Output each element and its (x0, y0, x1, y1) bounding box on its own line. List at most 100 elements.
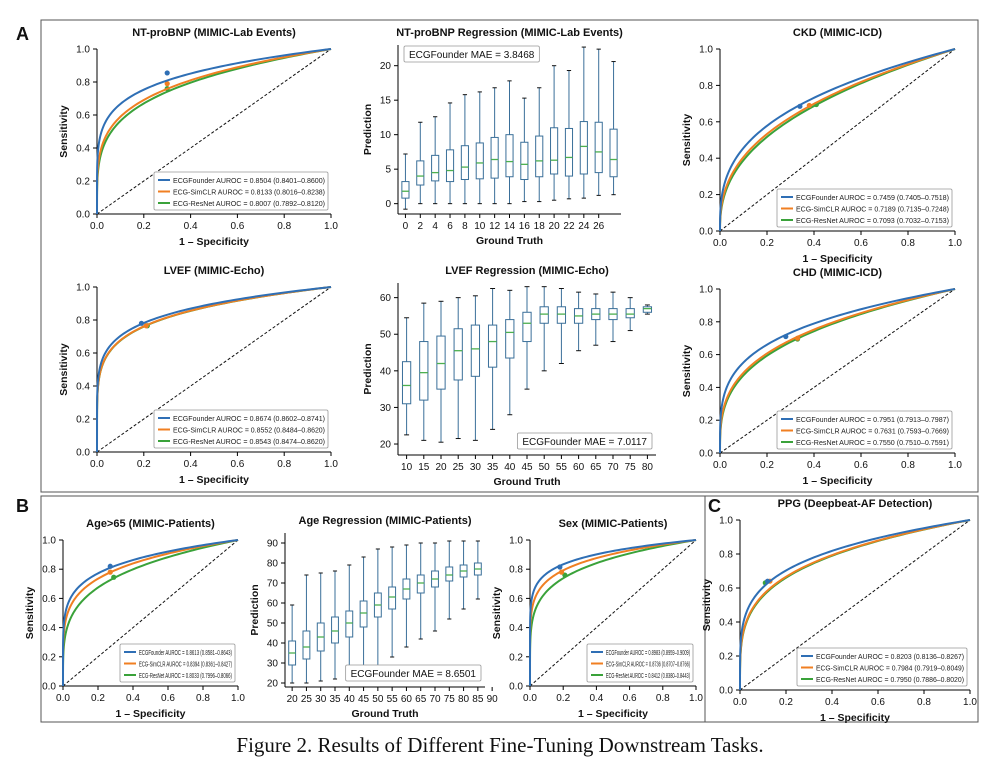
roc-panel-ntprobnp: NT-proBNP (MIMIC-Lab Events) 0.0 0.2 0.4 0.6… (58, 27, 338, 248)
y-tick-label: 0.0 (76, 448, 90, 459)
x-tick-label: 80 (642, 462, 654, 473)
x-tick-label: 0.2 (760, 460, 774, 471)
iqr-box (625, 308, 635, 319)
roc-curve-ecg-simclr (96, 48, 332, 215)
box-10 (431, 542, 439, 632)
y-tick-label: 15 (380, 96, 392, 107)
chance-diagonal (62, 539, 239, 687)
x-tick-label: 0.8 (277, 221, 291, 232)
x-tick-label: 50 (372, 694, 384, 705)
y-tick-label: 0 (385, 199, 391, 210)
iqr-box (419, 341, 429, 401)
iqr-box (609, 128, 618, 178)
x-tick-label: 65 (590, 462, 602, 473)
y-tick-label: 0.2 (719, 652, 733, 663)
y-tick-label: 60 (267, 599, 279, 610)
legend-box (796, 647, 968, 687)
box-8 (539, 286, 549, 372)
x-tick-label: 0.0 (90, 221, 104, 232)
legend-entry: ECG-SimCLR AUROC = 0.8133 (0.8016–0.8238… (173, 187, 325, 196)
y-tick-label: 60 (380, 293, 392, 304)
box-4 (460, 94, 469, 205)
legend: ECGFounder AUROC = 0.8504 (0.8401–0.8600… (153, 171, 329, 211)
roc-curve-ecgfounder (62, 539, 239, 687)
y-axis-label: Sensitivity (24, 587, 36, 640)
frame-a (40, 19, 979, 493)
box-7 (522, 286, 532, 390)
y-tick-label: 0.8 (76, 78, 90, 89)
x-tick-label: 0.8 (196, 693, 210, 704)
y-tick-label: 0.0 (509, 682, 523, 693)
iqr-box (431, 154, 440, 182)
x-tick-label: 26 (593, 221, 605, 232)
legend-box (586, 643, 694, 683)
y-tick-label: 1.0 (699, 45, 713, 56)
x-tick-label: 45 (358, 694, 370, 705)
x-tick-label: 0.4 (589, 693, 603, 704)
y-tick-label: 0.6 (509, 594, 523, 605)
legend-entry: ECGFounder AUROC = 0.8983 (0.8959–0.9009… (606, 648, 690, 657)
legend-box (776, 188, 953, 228)
x-tick-label: 6 (447, 221, 453, 232)
box-6 (373, 548, 382, 668)
legend-entry: ECG-SimCLR AUROC = 0.8552 (0.8484–0.8620… (173, 425, 325, 434)
x-tick-label: 70 (607, 462, 619, 473)
operating-point-ecg-simclr (806, 102, 812, 109)
legend-entry: ECGFounder AUROC = 0.8203 (0.8136–0.8267… (816, 652, 964, 661)
roc-curve-ecgfounder (96, 286, 332, 453)
operating-point-ecgfounder (164, 70, 170, 76)
x-tick-label: 45 (521, 462, 533, 473)
y-tick-label: 90 (267, 539, 279, 550)
x-tick-label: 60 (573, 462, 585, 473)
box-12 (608, 291, 618, 343)
roc-curve-ecg-simclr (719, 48, 956, 232)
x-tick-label: 0.4 (825, 697, 839, 708)
box-4 (345, 564, 354, 678)
operating-point-ecg-simclr (164, 81, 170, 87)
x-tick-label: 0.6 (854, 238, 868, 249)
x-tick-label: 85 (472, 694, 484, 705)
x-tick-label: 0.0 (733, 697, 747, 708)
iqr-box (490, 136, 499, 179)
legend-entry: ECGFounder AUROC = 0.8674 (0.8602–0.8741… (173, 414, 325, 423)
panel-label-b: B (16, 496, 29, 516)
legend-entry: ECG-ResNet AUROC = 0.7550 (0.7510–0.7591… (796, 438, 949, 447)
mae-annotation-box (403, 45, 540, 63)
x-tick-label: 20 (435, 462, 447, 473)
box-14 (642, 304, 653, 315)
roc-panel-ppg: PPG (Deepbeat-AF Detection) 0.0 0.2 0.4 0.6 0… (701, 498, 977, 724)
x-tick-label: 18 (534, 221, 546, 232)
mae-annotation-box (345, 664, 482, 682)
x-tick-label: 75 (625, 462, 637, 473)
y-tick-label: 0.6 (719, 584, 733, 595)
iqr-box (642, 306, 653, 313)
chance-diagonal (529, 539, 697, 687)
legend: ECGFounder AUROC = 0.8203 (0.8136–0.8267… (796, 647, 968, 687)
y-tick-label: 0.8 (719, 550, 733, 561)
y-axis-label: Sensitivity (701, 579, 713, 632)
iqr-box (539, 306, 549, 324)
legend-entry: ECG-SimCLR AUROC = 0.8394 (0.8361–0.8427… (139, 659, 232, 668)
chance-diagonal (719, 288, 956, 454)
x-tick-label: 1.0 (948, 460, 962, 471)
iqr-box (416, 574, 425, 594)
operating-point-ecg-resnet (111, 574, 117, 580)
x-tick-label: 0.0 (713, 460, 727, 471)
x-tick-label: 0.4 (184, 459, 198, 470)
y-tick-label: 0.0 (699, 449, 713, 460)
x-tick-label: 4 (432, 221, 438, 232)
chart-title: Age Regression (MIMIC-Patients) (299, 515, 472, 527)
box-2 (431, 116, 440, 205)
x-tick-label: 16 (519, 221, 531, 232)
legend-entry: ECG-SimCLR AUROC = 0.8736 (0.8707–0.8766… (606, 659, 690, 668)
x-tick-label: 0.8 (277, 459, 291, 470)
chart-title: NT-proBNP Regression (MIMIC-Lab Events) (396, 27, 623, 39)
box-panel-lvef-reg: LVEF Regression (MIMIC-Echo) 20 30 40 50 60 10… (362, 265, 656, 488)
x-tick-label: 0.6 (230, 221, 244, 232)
box-0 (401, 153, 410, 210)
y-tick-label: 0.0 (699, 227, 713, 238)
iqr-box (401, 361, 412, 405)
y-tick-label: 0.6 (76, 349, 90, 360)
roc-curve-ecgfounder (529, 539, 697, 687)
operating-point-ecgfounder (765, 578, 771, 584)
